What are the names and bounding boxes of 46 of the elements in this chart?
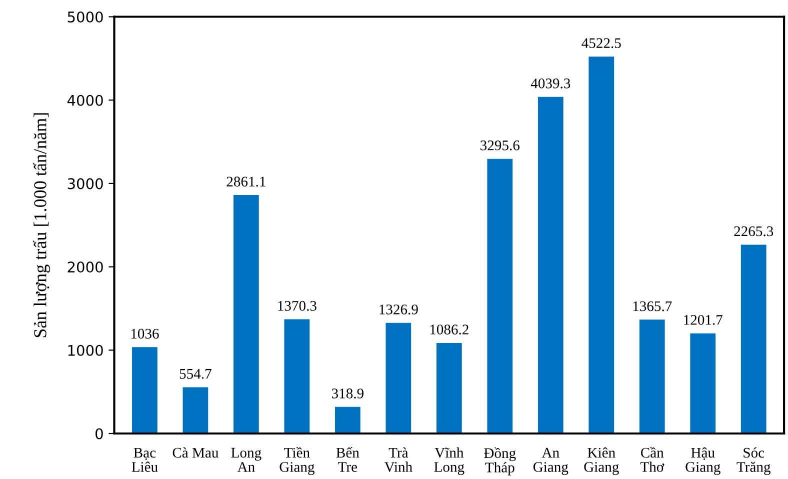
y-tick-label: 4000 (67, 94, 103, 106)
data-label: 2265.3 (734, 226, 774, 236)
x-tick-label: Cà Mau (172, 447, 218, 458)
x-tick-label: Bến Tre (336, 446, 360, 472)
data-label: 2861.1 (226, 176, 266, 187)
x-tick-label: Cần Thơ (640, 446, 664, 472)
bar (690, 333, 716, 434)
y-tick-label: 5000 (68, 11, 103, 23)
data-label: 1036 (131, 328, 159, 339)
bar (538, 96, 564, 434)
bar (487, 158, 513, 434)
x-tick-label: Kiên Giang (584, 447, 619, 475)
data-label: 4522.5 (582, 38, 621, 48)
y-tick-label: 3000 (68, 178, 103, 190)
bar (639, 320, 665, 434)
x-tick-label: Bạc Liêu (132, 448, 158, 472)
x-tick-label: An Giang (533, 448, 568, 475)
bar (386, 322, 412, 434)
bar (182, 387, 208, 434)
x-tick-label: Đồng Tháp (484, 447, 516, 476)
data-label: 1201.7 (684, 314, 723, 325)
x-tick-label: Long An (231, 448, 262, 472)
data-label: 318.9 (332, 388, 364, 398)
data-label: 3295.6 (480, 140, 520, 150)
bar (334, 406, 360, 434)
y-tick-label: 0 (96, 428, 103, 440)
bar (284, 319, 310, 434)
x-tick-label: Trà Vinh (384, 447, 412, 472)
x-tick-label: Hậu Giang (686, 447, 720, 475)
data-label: 1326.9 (380, 304, 418, 314)
data-label: 1086.2 (430, 324, 468, 335)
x-tick-label: Vĩnh Long (434, 447, 464, 475)
bar (436, 342, 462, 434)
data-label: 1370.3 (278, 300, 316, 311)
y-tick-label: 1000 (68, 344, 103, 356)
y-tick-label: 2000 (68, 262, 103, 273)
x-tick-label: Tiền Giang (280, 446, 314, 475)
bar (740, 244, 766, 434)
bar (234, 195, 259, 434)
data-label: 554.7 (180, 369, 212, 379)
x-tick-label: Sóc Trăng (736, 447, 770, 475)
bar (588, 56, 614, 434)
data-label: 1365.7 (633, 301, 672, 312)
data-label: 4039.3 (530, 78, 570, 88)
y-axis-title: Sản lượng trấu [1.000 tấn/năm] (33, 113, 50, 338)
bar (132, 347, 158, 434)
